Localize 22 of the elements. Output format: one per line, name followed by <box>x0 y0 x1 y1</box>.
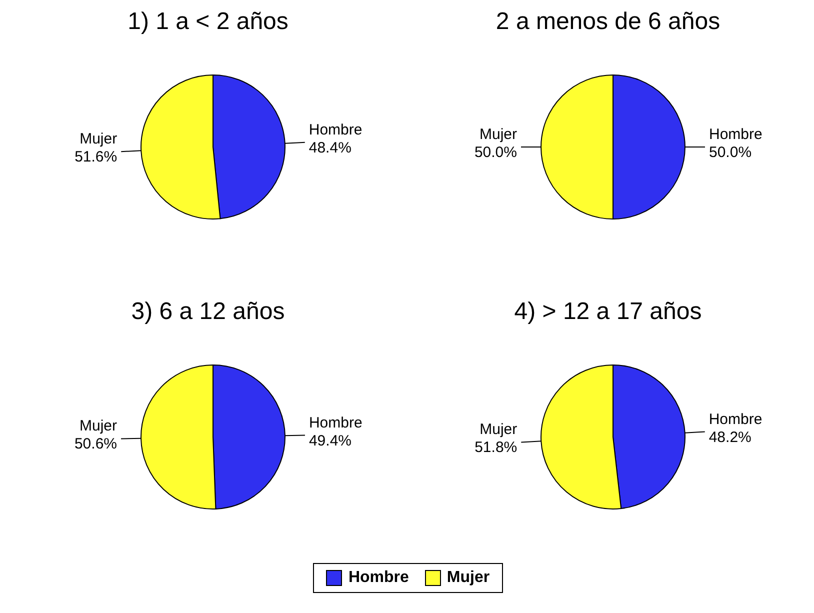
slice-label: Mujer <box>480 421 518 438</box>
slice-label: Mujer <box>80 418 118 435</box>
data-label: 51.8% <box>474 439 518 456</box>
slice-label: Hombre <box>308 414 362 432</box>
data-label: 48.4% <box>308 139 352 156</box>
legend-label: Mujer <box>446 569 490 587</box>
data-label: 50.6% <box>74 436 118 453</box>
chart-title: 4) > 12 a 17 años <box>513 298 703 327</box>
slice-label: Hombre <box>308 121 362 138</box>
slice-label: Mujer <box>479 126 517 143</box>
chart-title: 3) 6 a 12 años <box>130 298 286 327</box>
chart-title: 1) 1 a < 2 años <box>126 8 290 37</box>
data-label: 50.0% <box>474 144 517 161</box>
chart-title: 2 a menos de 6 años <box>494 8 722 37</box>
slice-label: Mujer <box>80 130 118 148</box>
slice-label: Hombre <box>708 410 762 428</box>
legend-label: Hombre <box>348 569 409 587</box>
data-label: 51.6% <box>74 148 118 166</box>
slice-label: Hombre <box>709 126 762 143</box>
data-label: 48.2% <box>708 428 752 446</box>
data-label: 50.0% <box>709 144 752 161</box>
data-label: 49.4% <box>308 432 352 450</box>
